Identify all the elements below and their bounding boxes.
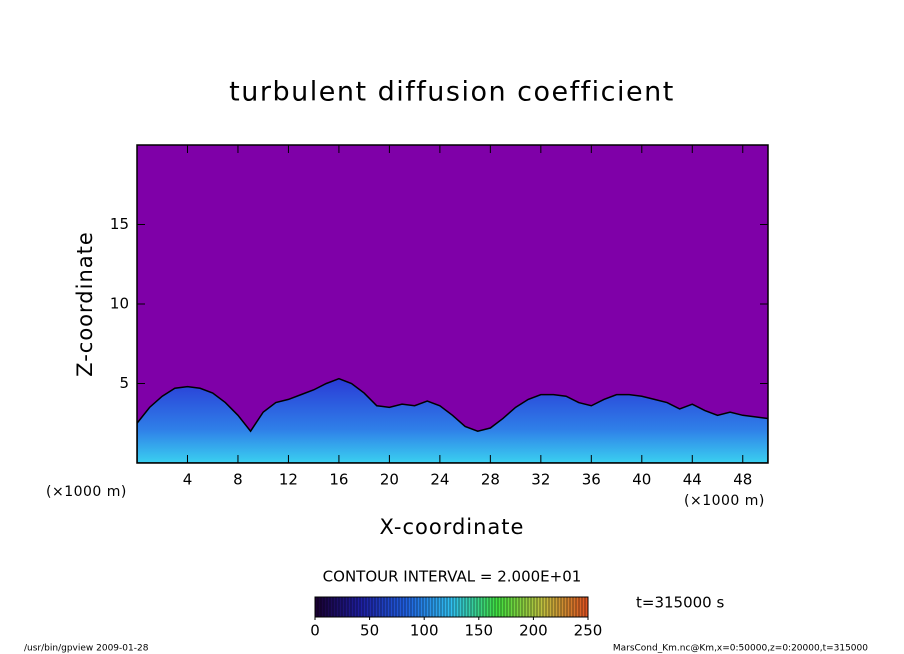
x-unit-label: (×1000 m) bbox=[46, 484, 127, 500]
chart-title: turbulent diffusion coefficient bbox=[229, 77, 675, 108]
x-tick-label: 8 bbox=[233, 471, 243, 489]
y-tick-label: 15 bbox=[110, 215, 129, 233]
x-tick-label: 40 bbox=[632, 471, 651, 489]
field bbox=[137, 377, 768, 463]
y-axis-title: Z-coordinate bbox=[73, 231, 97, 377]
colorbar-tick-label: 50 bbox=[360, 622, 379, 640]
x-tick-label: 4 bbox=[183, 471, 193, 489]
contour-interval: CONTOUR INTERVAL = 2.000E+01 bbox=[323, 568, 582, 586]
colorbar-tick-label: 150 bbox=[464, 622, 493, 640]
x-axis-title: X-coordinate bbox=[380, 515, 525, 539]
colorbar-tick-label: 250 bbox=[574, 622, 603, 640]
layer-area bbox=[137, 377, 768, 463]
y-tick-label: 5 bbox=[119, 374, 129, 392]
x-tick-label: 44 bbox=[683, 471, 702, 489]
x-tick-label: 24 bbox=[430, 471, 449, 489]
x-tick-label: 32 bbox=[531, 471, 550, 489]
colorbar-tick-label: 0 bbox=[310, 622, 320, 640]
footer-right: MarsCond_Km.nc@Km,x=0:50000,z=0:20000,t=… bbox=[613, 644, 868, 654]
x-tick-label: 36 bbox=[582, 471, 601, 489]
x-unit-label: (×1000 m) bbox=[684, 493, 765, 509]
y-tick-label: 10 bbox=[110, 295, 129, 313]
x-tick-label: 20 bbox=[380, 471, 399, 489]
colorbar-tick-label: 200 bbox=[519, 622, 548, 640]
colorbar bbox=[314, 596, 589, 618]
x-tick-label: 12 bbox=[279, 471, 298, 489]
footer-left: /usr/bin/gpview 2009-01-28 bbox=[24, 644, 149, 654]
x-tick-label: 48 bbox=[733, 471, 752, 489]
colorbar-tick-label: 100 bbox=[410, 622, 439, 640]
x-tick-label: 28 bbox=[481, 471, 500, 489]
time-label: t=315000 s bbox=[636, 594, 724, 612]
x-tick-label: 16 bbox=[329, 471, 348, 489]
